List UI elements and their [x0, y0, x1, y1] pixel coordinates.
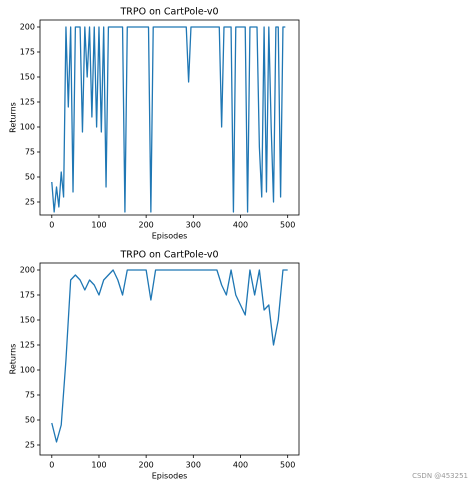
watermark: CSDN @453251	[412, 472, 468, 480]
y-tick-label: 25	[25, 198, 35, 207]
chart-title: TRPO on CartPole-v0	[119, 250, 218, 261]
x-tick-label: 500	[280, 461, 295, 470]
y-tick-label: 125	[20, 341, 35, 350]
y-tick-label: 150	[20, 316, 35, 325]
x-axis-label: Episodes	[152, 232, 188, 241]
y-tick-label: 150	[20, 73, 35, 82]
x-axis-label: Episodes	[152, 472, 188, 481]
x-tick-label: 400	[233, 461, 248, 470]
y-tick-label: 200	[20, 266, 35, 275]
y-tick-label: 75	[25, 391, 35, 400]
x-tick-label: 0	[49, 461, 54, 470]
x-tick-label: 300	[186, 221, 201, 230]
y-tick-label: 200	[20, 23, 35, 32]
x-tick-label: 300	[186, 461, 201, 470]
y-tick-label: 50	[25, 173, 35, 182]
y-tick-label: 50	[25, 416, 35, 425]
y-tick-label: 100	[20, 366, 35, 375]
plot-frame	[39, 262, 300, 456]
y-axis-label: Returns	[9, 102, 18, 133]
y-tick-label: 25	[25, 441, 35, 450]
y-tick-label: 100	[20, 123, 35, 132]
x-tick-label: 200	[139, 221, 154, 230]
y-tick-label: 75	[25, 148, 35, 157]
data-line	[51, 26, 286, 213]
y-tick-label: 175	[20, 48, 35, 57]
x-tick-label: 0	[49, 221, 54, 230]
plot-frame	[39, 19, 300, 216]
y-axis-label: Returns	[9, 344, 18, 375]
chart-title: TRPO on CartPole-v0	[119, 7, 218, 18]
data-line	[51, 269, 288, 443]
x-tick-label: 500	[280, 221, 295, 230]
x-tick-label: 400	[233, 221, 248, 230]
x-tick-label: 200	[139, 461, 154, 470]
x-tick-label: 100	[91, 221, 106, 230]
y-tick-label: 175	[20, 291, 35, 300]
y-tick-label: 125	[20, 98, 35, 107]
x-tick-label: 100	[91, 461, 106, 470]
